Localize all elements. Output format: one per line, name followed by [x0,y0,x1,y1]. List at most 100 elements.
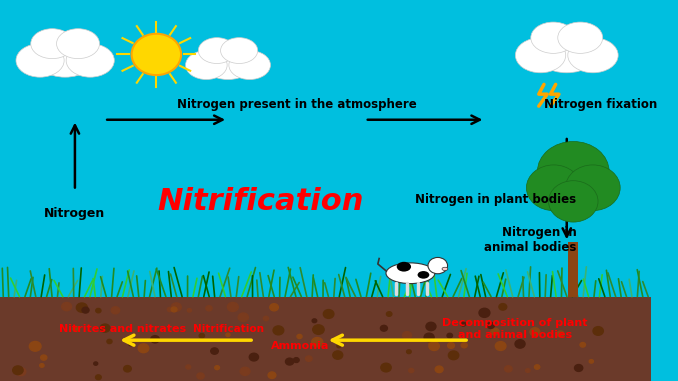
Circle shape [487,322,494,328]
Circle shape [240,367,250,375]
Circle shape [270,304,279,311]
Circle shape [100,324,110,332]
Text: Nitrogen present in the atmosphere: Nitrogen present in the atmosphere [176,98,416,111]
Ellipse shape [567,38,618,73]
Circle shape [73,327,79,331]
Text: Nitrogen in
animal bodies: Nitrogen in animal bodies [484,226,576,254]
Circle shape [479,308,490,317]
Circle shape [96,309,101,313]
Circle shape [16,368,26,376]
Circle shape [526,165,581,211]
Circle shape [273,326,284,335]
Circle shape [426,322,436,331]
Ellipse shape [229,51,271,80]
Circle shape [13,366,23,375]
Circle shape [171,307,177,312]
Ellipse shape [418,271,429,279]
Ellipse shape [66,44,115,77]
Circle shape [428,258,447,274]
Circle shape [306,356,312,361]
Circle shape [132,34,181,75]
Ellipse shape [531,22,576,53]
Circle shape [297,335,302,339]
Ellipse shape [442,267,448,271]
Circle shape [574,365,583,371]
Circle shape [263,316,268,321]
Circle shape [138,344,148,353]
Circle shape [538,141,609,202]
Circle shape [226,333,230,336]
Circle shape [333,351,343,359]
Ellipse shape [533,25,601,73]
Circle shape [206,306,212,311]
Circle shape [530,328,540,336]
Circle shape [40,363,44,367]
Circle shape [447,343,454,348]
Circle shape [409,368,414,373]
Circle shape [461,322,466,326]
Ellipse shape [397,262,411,272]
Ellipse shape [186,51,227,80]
FancyBboxPatch shape [568,242,578,297]
Circle shape [82,307,89,313]
Circle shape [403,331,412,339]
Text: Nitrites and nitrates: Nitrites and nitrates [58,324,186,334]
Circle shape [111,307,119,314]
Ellipse shape [220,38,258,64]
Circle shape [380,325,387,331]
Circle shape [580,343,586,347]
Circle shape [94,362,98,365]
Text: Ammonia: Ammonia [271,341,329,351]
Circle shape [129,342,133,346]
Circle shape [549,181,598,222]
Circle shape [187,309,191,312]
Circle shape [499,304,506,310]
Circle shape [167,307,172,312]
Circle shape [448,351,459,360]
Circle shape [197,373,204,379]
Circle shape [447,333,452,338]
Circle shape [381,363,391,372]
Circle shape [172,303,181,311]
Circle shape [313,325,324,334]
Circle shape [525,369,530,372]
Circle shape [337,344,341,348]
Circle shape [77,303,87,312]
Circle shape [593,327,603,335]
Ellipse shape [515,38,565,73]
Circle shape [424,333,434,341]
Ellipse shape [386,263,435,283]
Circle shape [589,360,593,363]
Circle shape [557,331,564,337]
Circle shape [461,343,467,348]
Ellipse shape [558,22,603,53]
Text: Nitrogen in plant bodies: Nitrogen in plant bodies [416,193,576,206]
Circle shape [496,342,506,351]
Circle shape [215,366,220,370]
Circle shape [151,336,159,343]
Ellipse shape [56,29,100,59]
Circle shape [41,355,47,360]
Circle shape [211,348,218,354]
Circle shape [238,313,248,322]
Circle shape [268,372,276,378]
Text: Nitrification: Nitrification [193,324,264,334]
Circle shape [323,310,334,319]
Text: Nitrogen: Nitrogen [44,207,106,220]
Circle shape [107,339,112,344]
Circle shape [227,303,238,312]
Circle shape [312,319,317,323]
Circle shape [491,328,499,335]
Circle shape [250,353,258,361]
Circle shape [386,312,392,316]
Circle shape [312,338,323,347]
Ellipse shape [200,40,256,80]
Text: Nitrification: Nitrification [157,187,364,216]
Circle shape [62,303,72,311]
Circle shape [468,320,473,324]
Ellipse shape [16,44,64,77]
Circle shape [565,165,620,211]
Ellipse shape [33,32,98,77]
Ellipse shape [198,38,235,64]
Circle shape [435,366,443,373]
